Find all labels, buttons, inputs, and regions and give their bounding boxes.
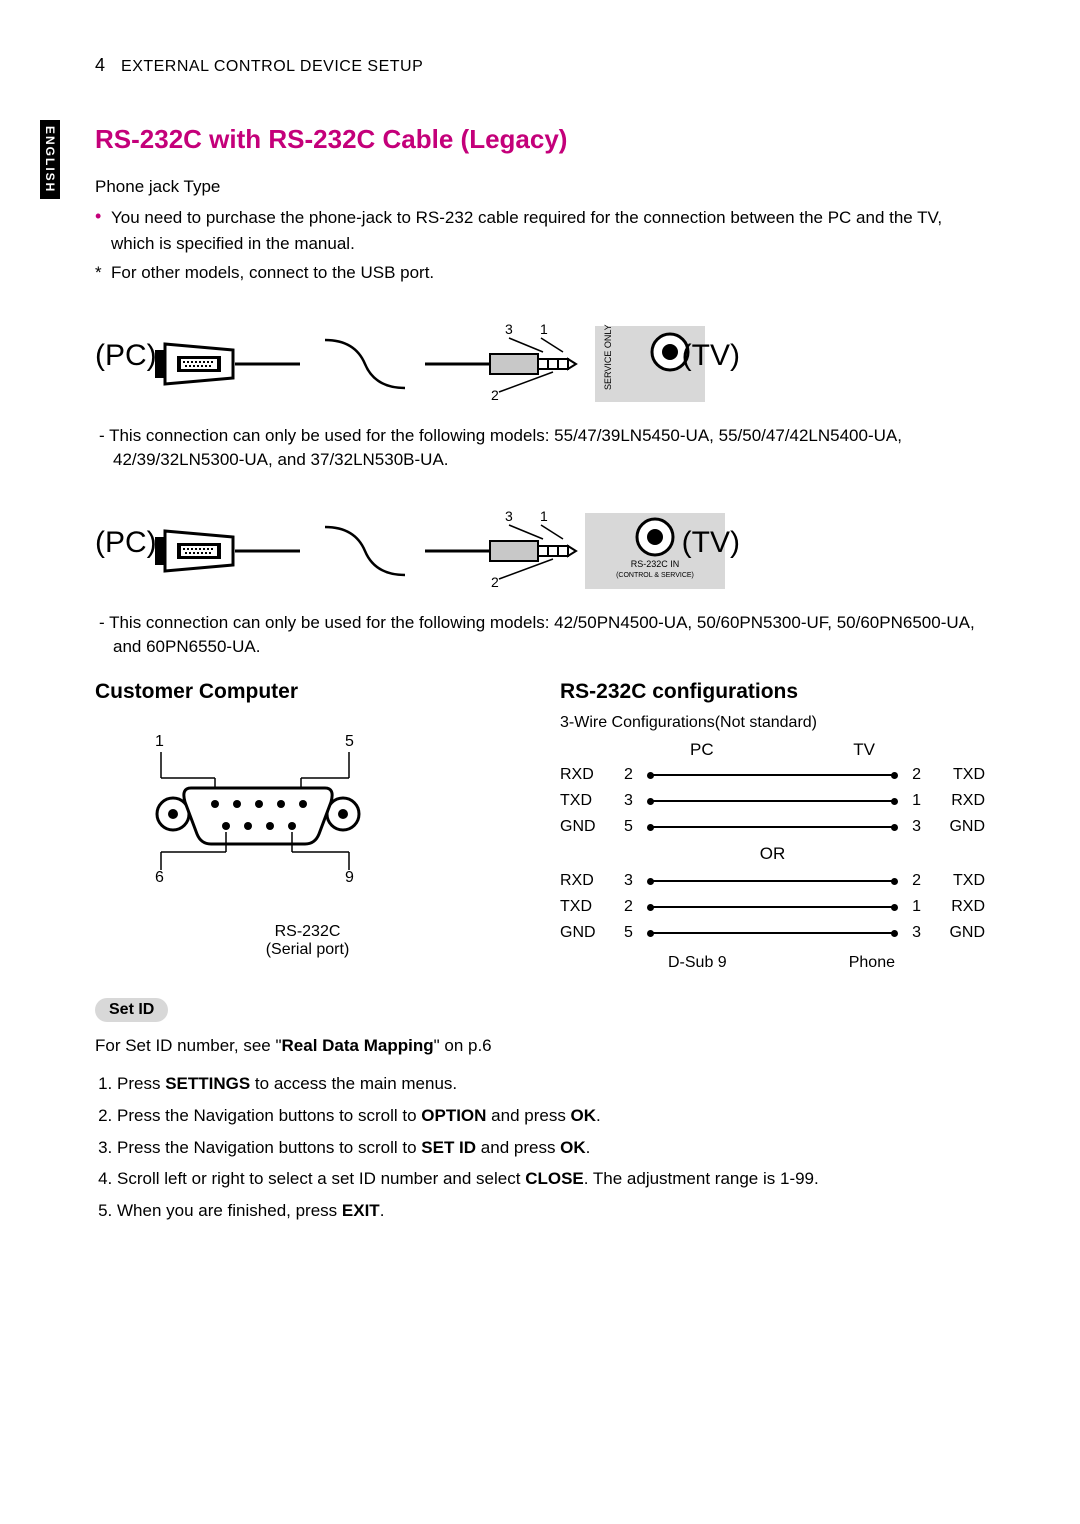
cable-diagram-1: (PC) 1 3 2 SER bbox=[95, 304, 985, 414]
list-item: For other models, connect to the USB por… bbox=[95, 260, 985, 286]
step-item: Press the Navigation buttons to scroll t… bbox=[117, 1104, 985, 1128]
list-item: You need to purchase the phone-jack to R… bbox=[95, 205, 985, 256]
pin-2-label: 2 bbox=[491, 387, 499, 403]
tv-label: (TV) bbox=[682, 339, 740, 373]
config-subnote: 3-Wire Configurations(Not standard) bbox=[560, 714, 985, 732]
setid-steps: Press SETTINGS to access the main menus.… bbox=[95, 1072, 985, 1223]
svg-text:5: 5 bbox=[345, 733, 354, 750]
port-label-top: RS-232C IN bbox=[631, 559, 680, 569]
diagram-svg: 1 3 2 RS-232C IN (CONTROL & SERVICE) bbox=[155, 509, 735, 599]
pin-3-label: 3 bbox=[505, 322, 513, 337]
pin-row: GND53GND bbox=[560, 818, 985, 836]
footer-phone: Phone bbox=[849, 954, 895, 972]
tv-label: (TV) bbox=[682, 526, 740, 560]
cable-diagram-2: (PC) 1 3 2 RS-232C IN (CONTROL & SE bbox=[95, 491, 985, 601]
step-item: Press SETTINGS to access the main menus. bbox=[117, 1072, 985, 1096]
svg-text:1: 1 bbox=[540, 509, 548, 524]
step-item: Scroll left or right to select a set ID … bbox=[117, 1167, 985, 1191]
pin-header-tv: TV bbox=[853, 740, 875, 760]
serial-port-svg: 1 5 bbox=[95, 722, 425, 912]
pin-row: GND53GND bbox=[560, 924, 985, 942]
svg-text:6: 6 bbox=[155, 869, 164, 886]
pin-1-label: 1 bbox=[540, 322, 548, 337]
serial-caption-1: RS-232C bbox=[95, 923, 520, 941]
footer-dsub: D-Sub 9 bbox=[668, 954, 727, 972]
page-number: 4 bbox=[95, 55, 105, 76]
pin-row: TXD21RXD bbox=[560, 898, 985, 916]
step-item: Press the Navigation buttons to scroll t… bbox=[117, 1136, 985, 1160]
diagram-svg: 1 3 2 SERVICE ONLY bbox=[155, 322, 735, 412]
setid-intro: For Set ID number, see "Real Data Mappin… bbox=[95, 1036, 985, 1056]
pc-label: (PC) bbox=[95, 339, 157, 373]
intro-list: You need to purchase the phone-jack to R… bbox=[95, 205, 985, 286]
col-title: RS-232C configurations bbox=[560, 680, 985, 704]
page-header: 4 EXTERNAL CONTROL DEVICE SETUP bbox=[95, 55, 985, 76]
diagram-2-note: - This connection can only be used for t… bbox=[95, 611, 985, 660]
pin-row: TXD31RXD bbox=[560, 792, 985, 810]
pc-label: (PC) bbox=[95, 526, 157, 560]
port-label: SERVICE ONLY bbox=[603, 324, 613, 390]
svg-text:9: 9 bbox=[345, 869, 354, 886]
diagram-1-note: - This connection can only be used for t… bbox=[95, 424, 985, 473]
subtype-label: Phone jack Type bbox=[95, 177, 985, 197]
svg-text:1: 1 bbox=[155, 733, 164, 750]
rs232-config-col: RS-232C configurations 3-Wire Configurat… bbox=[560, 680, 985, 972]
col-title: Customer Computer bbox=[95, 680, 520, 704]
pin-header-pc: PC bbox=[690, 740, 714, 760]
pin-row: RXD32TXD bbox=[560, 872, 985, 890]
language-tab: ENGLISH bbox=[40, 120, 60, 199]
step-item: When you are finished, press EXIT. bbox=[117, 1199, 985, 1223]
section-title: RS-232C with RS-232C Cable (Legacy) bbox=[95, 124, 985, 155]
svg-text:2: 2 bbox=[491, 574, 499, 590]
port-label-bottom: (CONTROL & SERVICE) bbox=[616, 572, 694, 579]
svg-text:3: 3 bbox=[505, 509, 513, 524]
or-label: OR bbox=[560, 844, 985, 864]
setid-badge: Set ID bbox=[95, 998, 168, 1022]
serial-caption-2: (Serial port) bbox=[95, 941, 520, 959]
pin-row: RXD22TXD bbox=[560, 766, 985, 784]
customer-computer-col: Customer Computer 1 5 bbox=[95, 680, 520, 972]
header-title: EXTERNAL CONTROL DEVICE SETUP bbox=[121, 58, 423, 76]
